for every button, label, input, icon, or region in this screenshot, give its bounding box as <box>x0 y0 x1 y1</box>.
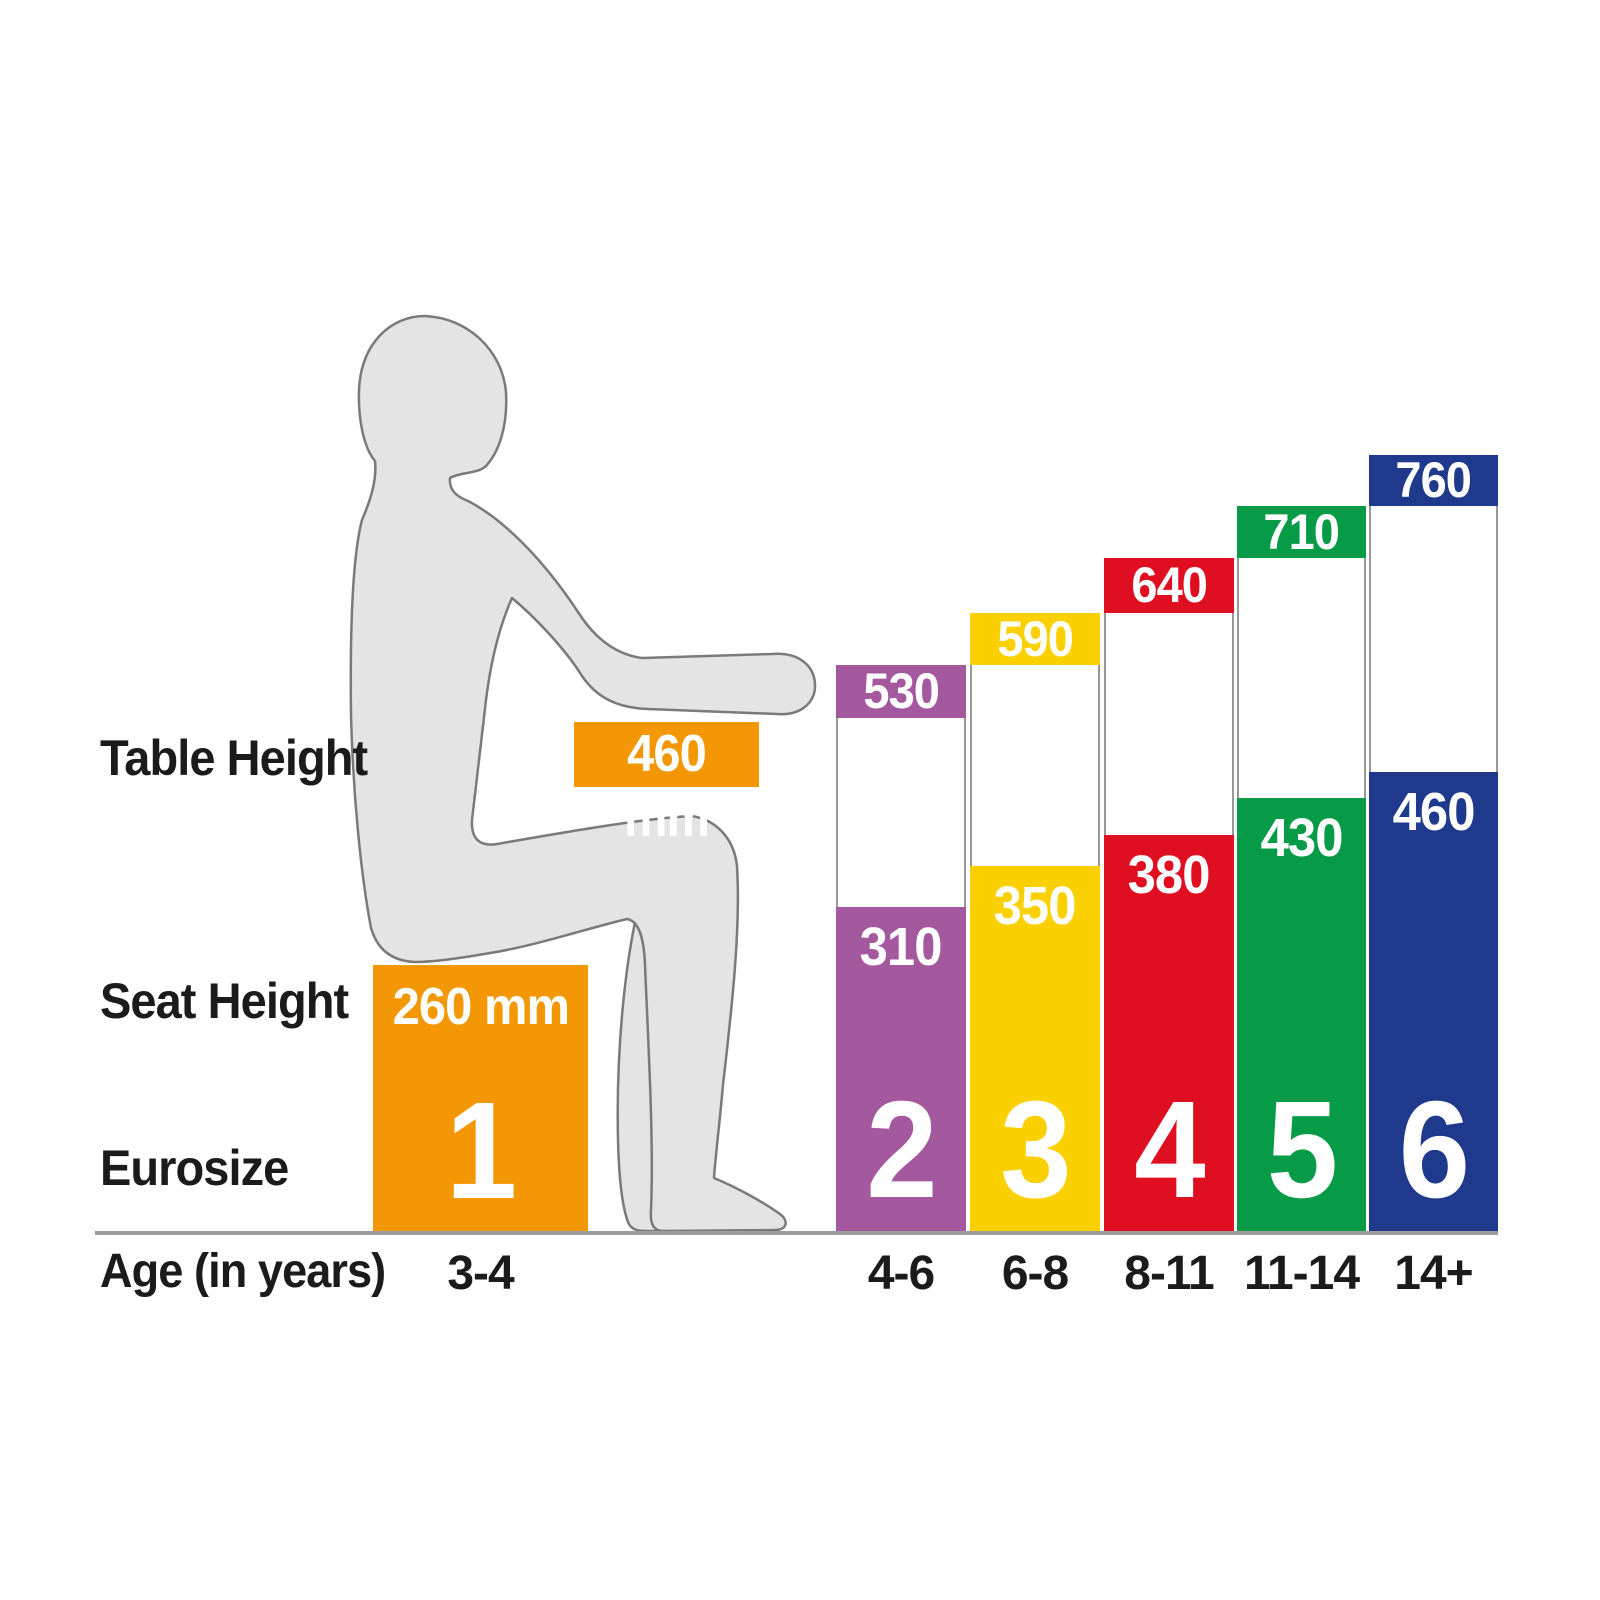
seat-height-value: 430 <box>1260 808 1344 868</box>
table-height-band: 760 <box>1369 455 1498 506</box>
seat-height-band: 460 6 <box>1369 772 1498 1231</box>
column-body <box>1369 506 1498 772</box>
seat-height-band: 430 5 <box>1237 798 1366 1231</box>
column-body <box>1104 613 1234 835</box>
seat-height-value: 460 <box>1392 782 1476 842</box>
eurosize-digit: 2 <box>866 1073 937 1227</box>
baseline <box>95 1231 1498 1235</box>
size1-seat-height-value: 260 mm <box>392 978 569 1036</box>
seat-height-value: 380 <box>1128 845 1211 905</box>
eurosize-digit: 5 <box>1266 1073 1338 1227</box>
size1-age-value: 3-4 <box>447 1247 514 1300</box>
size1-table-height-value: 460 mm <box>623 725 710 848</box>
seated-child-silhouette <box>349 314 817 1233</box>
size1-eurosize-digit: 1 <box>445 1074 517 1228</box>
table-height-band: 590 <box>970 613 1100 665</box>
body-shape <box>349 314 817 1233</box>
seat-height-band: 310 2 <box>836 907 966 1231</box>
seat-height-value: 310 <box>860 917 943 977</box>
table-height-label: Table Height <box>100 730 368 786</box>
age-axis-label: Age (in years) <box>100 1245 386 1298</box>
age-value: 8-11 <box>1124 1247 1214 1300</box>
table-height-band: 640 <box>1104 558 1234 613</box>
age-value: 4-6 <box>867 1247 935 1300</box>
column-eurosize-3: 590 350 3 6-8 <box>970 0 1100 1600</box>
column-body <box>1237 558 1366 798</box>
column-body <box>836 718 966 907</box>
age-value: 6-8 <box>1001 1247 1069 1300</box>
age-value: 11-14 <box>1243 1247 1360 1300</box>
table-height-band: 710 <box>1237 506 1366 558</box>
eurosize-digit: 4 <box>1134 1073 1205 1227</box>
column-eurosize-4: 640 380 4 8-11 <box>1104 0 1234 1600</box>
column-eurosize-2: 530 310 2 4-6 <box>836 0 966 1600</box>
column-eurosize-6: 760 460 6 14+ <box>1369 0 1498 1600</box>
seat-height-band: 350 3 <box>970 866 1100 1231</box>
column-body <box>970 665 1100 866</box>
table-height-band: 530 <box>836 665 966 718</box>
size1-seat-box: 260 mm 1 <box>373 965 588 1232</box>
eurosize-digit: 3 <box>1000 1073 1071 1227</box>
column-eurosize-5: 710 430 5 11-14 <box>1237 0 1366 1600</box>
seat-height-label: Seat Height <box>100 973 349 1029</box>
size1-table-height-box: 460 mm <box>574 722 759 848</box>
eurosize-label: Eurosize <box>100 1140 289 1196</box>
seat-height-band: 380 4 <box>1104 835 1234 1231</box>
eurosize-digit: 6 <box>1398 1073 1470 1227</box>
age-value: 14+ <box>1394 1247 1473 1300</box>
seat-height-value: 350 <box>994 876 1077 936</box>
